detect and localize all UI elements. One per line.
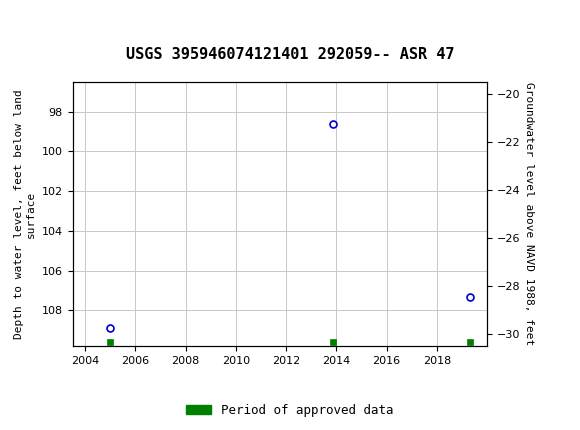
Legend: Period of approved data: Period of approved data: [181, 399, 399, 421]
Text: USGS 395946074121401 292059-- ASR 47: USGS 395946074121401 292059-- ASR 47: [126, 47, 454, 62]
Y-axis label: Depth to water level, feet below land
surface: Depth to water level, feet below land su…: [14, 89, 36, 339]
Y-axis label: Groundwater level above NAVD 1988, feet: Groundwater level above NAVD 1988, feet: [524, 82, 534, 346]
Text: ╳USGS: ╳USGS: [9, 10, 55, 28]
